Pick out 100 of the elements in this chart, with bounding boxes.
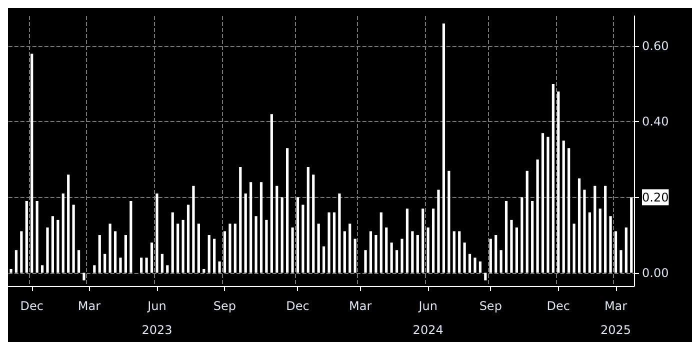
bar bbox=[254, 216, 258, 273]
bar bbox=[422, 208, 424, 273]
bar bbox=[572, 224, 576, 273]
y-tick-label: 0.60 bbox=[642, 39, 669, 54]
bar bbox=[338, 193, 341, 273]
bar bbox=[239, 167, 242, 273]
bar bbox=[286, 148, 289, 273]
bar bbox=[186, 204, 190, 273]
bar bbox=[150, 242, 154, 273]
bar bbox=[578, 178, 581, 273]
bar bbox=[442, 24, 446, 273]
x-tick-label: Mar bbox=[78, 299, 101, 313]
bar bbox=[280, 197, 284, 273]
bar bbox=[624, 227, 628, 273]
bar bbox=[192, 186, 195, 273]
bar bbox=[317, 224, 320, 273]
bar bbox=[531, 201, 534, 273]
bar bbox=[176, 224, 180, 273]
bar bbox=[218, 261, 221, 273]
bar bbox=[130, 201, 132, 273]
bar bbox=[374, 235, 378, 273]
bar bbox=[296, 197, 300, 273]
bar bbox=[160, 254, 164, 273]
bar bbox=[536, 159, 539, 273]
bar bbox=[72, 204, 75, 273]
bar bbox=[380, 212, 382, 273]
bar bbox=[67, 174, 70, 273]
bar bbox=[114, 231, 117, 273]
bar bbox=[197, 224, 200, 273]
bar bbox=[213, 238, 216, 273]
bar bbox=[312, 174, 315, 273]
bar bbox=[104, 254, 106, 273]
bar bbox=[484, 272, 487, 280]
bar bbox=[604, 186, 607, 273]
bar bbox=[322, 246, 326, 273]
bar bbox=[411, 231, 414, 273]
bar bbox=[228, 224, 232, 273]
bar bbox=[463, 242, 466, 273]
x-tick-label: Sep bbox=[213, 299, 236, 313]
bar bbox=[354, 238, 356, 273]
bar bbox=[98, 235, 101, 273]
bar bbox=[56, 220, 60, 273]
x-tick-label: Mar 2025 bbox=[600, 299, 632, 337]
x-tick-label: Dec bbox=[286, 299, 310, 313]
bar bbox=[614, 231, 618, 273]
bar bbox=[598, 208, 602, 273]
bar bbox=[202, 269, 206, 273]
bar bbox=[390, 242, 393, 273]
bar bbox=[510, 220, 513, 273]
bar bbox=[250, 182, 252, 273]
bar bbox=[244, 193, 247, 273]
bar bbox=[25, 201, 28, 273]
bar bbox=[14, 250, 18, 273]
bar bbox=[276, 186, 278, 273]
bar bbox=[369, 231, 372, 273]
bar bbox=[156, 193, 158, 273]
bar bbox=[609, 216, 612, 273]
bar bbox=[526, 170, 528, 273]
bar bbox=[520, 197, 524, 273]
bar bbox=[223, 231, 226, 273]
bar bbox=[562, 140, 565, 273]
bar bbox=[552, 84, 554, 273]
bar bbox=[504, 201, 508, 273]
bar bbox=[108, 224, 112, 273]
bar bbox=[328, 212, 330, 273]
bar bbox=[478, 261, 482, 273]
bar bbox=[302, 204, 304, 273]
x-tick-label: Mar bbox=[348, 299, 372, 313]
bar bbox=[416, 235, 419, 273]
bar bbox=[385, 227, 388, 273]
bar bbox=[234, 224, 236, 273]
bar bbox=[93, 265, 96, 273]
bar bbox=[36, 201, 38, 273]
x-tick-label: Jun 2023 bbox=[142, 299, 172, 337]
bar bbox=[400, 238, 404, 273]
bar bbox=[270, 114, 273, 273]
y-tick-label: 0.00 bbox=[642, 266, 669, 280]
x-tick-label: Dec bbox=[546, 299, 570, 313]
bar bbox=[557, 92, 560, 273]
bar bbox=[166, 265, 169, 273]
bar bbox=[124, 235, 127, 273]
bar bbox=[51, 216, 54, 273]
bar bbox=[332, 212, 336, 273]
bar bbox=[406, 208, 409, 273]
bar bbox=[568, 148, 570, 273]
bar bbox=[260, 182, 263, 273]
bar bbox=[426, 227, 430, 273]
bar bbox=[145, 258, 148, 273]
bar bbox=[265, 220, 268, 273]
x-tick-label: Jun 2024 bbox=[412, 299, 444, 337]
bar bbox=[140, 258, 143, 273]
bar bbox=[10, 269, 12, 273]
bar bbox=[588, 212, 591, 273]
bar bbox=[77, 250, 80, 273]
bar bbox=[500, 250, 502, 273]
bar bbox=[541, 133, 544, 273]
bar bbox=[594, 186, 596, 273]
bar bbox=[20, 231, 23, 273]
bar bbox=[40, 265, 44, 273]
x-tick-label: Dec bbox=[20, 299, 44, 313]
